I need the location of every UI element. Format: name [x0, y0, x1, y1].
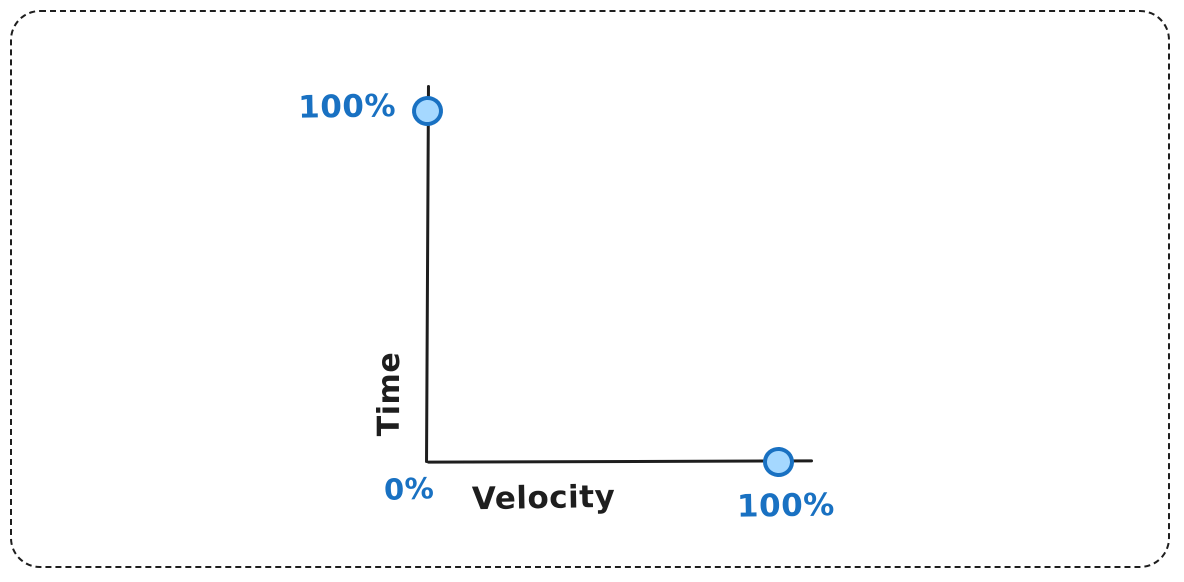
- x-axis-tick-label-0: 0%: [383, 471, 435, 507]
- y-axis-tick-label-100: 100%: [297, 88, 397, 126]
- dashed-border-frame: [10, 10, 1170, 568]
- x-axis-title: Velocity: [471, 478, 616, 518]
- x-axis-tick-label-100: 100%: [736, 487, 836, 525]
- y-axis-title: Time: [372, 351, 407, 437]
